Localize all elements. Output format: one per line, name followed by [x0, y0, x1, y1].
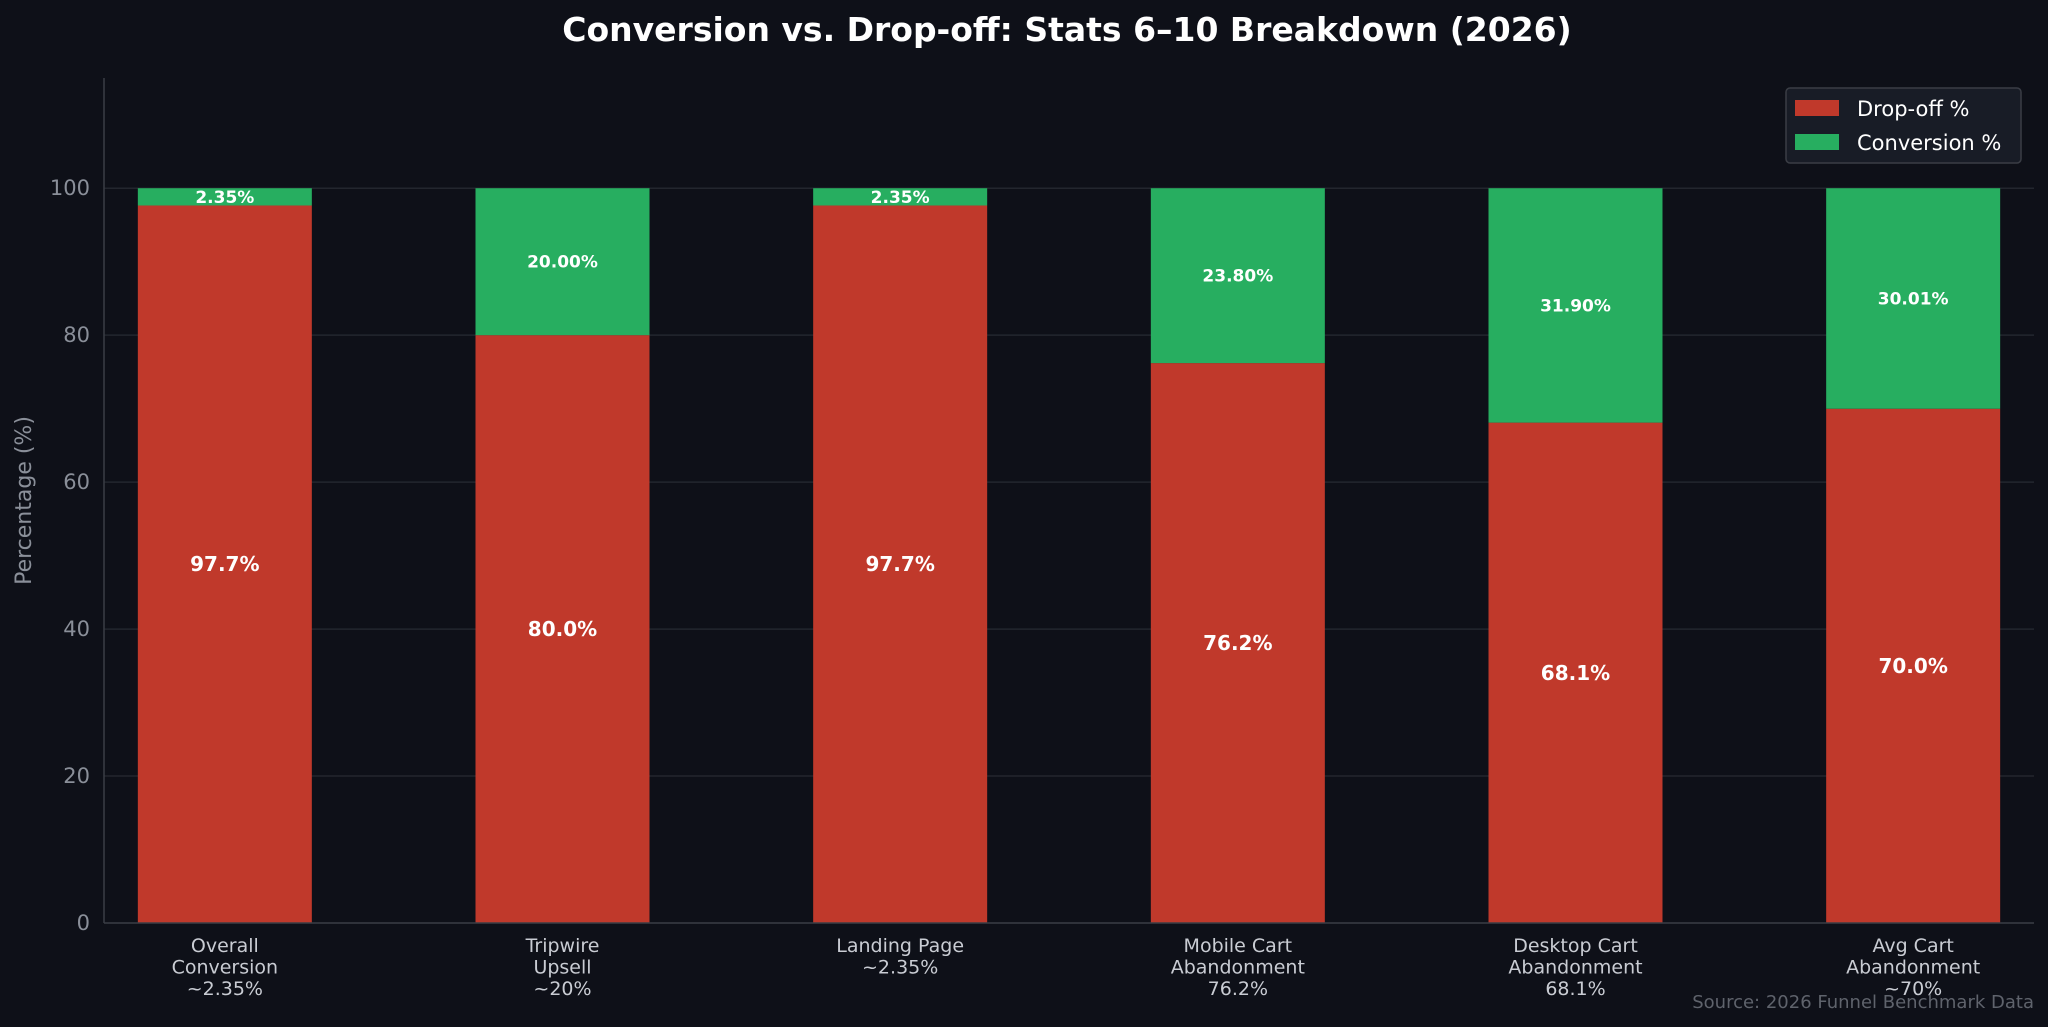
data-label-conversion: 31.90% [1540, 296, 1611, 316]
y-tick-label: 0 [77, 911, 90, 935]
data-label-drop-off: 68.1% [1541, 661, 1610, 685]
x-tick-line: Abandonment [1846, 957, 1980, 979]
data-labels-layer: 97.7% 2.35% 80.0% 20.00% 97.7% 2.35% 76.2% 23.8… [190, 188, 1948, 685]
x-tick-label: Overall Conversion ~2.35% [172, 935, 279, 1000]
chart-title: Conversion vs. Drop-off: Stats 6–10 Brea… [562, 10, 1571, 49]
y-tick-label: 80 [63, 323, 90, 347]
legend-label-drop-off: Drop-off % [1857, 97, 1969, 121]
data-label-drop-off: 97.7% [865, 552, 934, 576]
x-tick-label: Landing Page ~2.35% [836, 935, 964, 979]
x-tick-line: ~2.35% [862, 957, 938, 979]
x-tick-label: Mobile Cart Abandonment 76.2% [1171, 935, 1305, 1000]
x-tick-line: Upsell [533, 957, 591, 979]
x-tick-line: Mobile Cart [1184, 935, 1293, 957]
x-tick-line: ~2.35% [187, 978, 263, 1000]
data-label-conversion: 20.00% [527, 253, 598, 273]
x-tick-label: Tripwire Upsell ~20% [525, 935, 600, 1000]
x-tick-label: Avg Cart Abandonment ~70% [1846, 935, 1980, 1000]
x-tick-line: Landing Page [836, 935, 964, 957]
x-tick-line: 68.1% [1545, 978, 1605, 1000]
bar-conversion [813, 188, 988, 206]
x-tick-line: Desktop Cart [1513, 935, 1638, 957]
bar-drop-off [1150, 363, 1325, 923]
bar-drop-off [1488, 422, 1663, 923]
legend-label-conversion: Conversion % [1857, 131, 2001, 155]
bars-layer [137, 188, 2001, 923]
x-tick-line: Abandonment [1508, 957, 1642, 979]
legend-swatch-drop-off [1795, 100, 1839, 116]
legend: Drop-off % Conversion % [1785, 87, 2022, 164]
y-tick-label: 20 [63, 764, 90, 788]
y-tick-label: 40 [63, 617, 90, 641]
x-tick-line: Overall [191, 935, 259, 957]
y-tick-label: 100 [50, 176, 90, 200]
bar-conversion [1488, 188, 1663, 423]
data-label-drop-off: 76.2% [1203, 631, 1272, 655]
data-label-conversion: 23.80% [1202, 267, 1273, 287]
bar-conversion [1150, 188, 1325, 364]
bar-drop-off [1826, 408, 2001, 923]
bar-conversion [475, 188, 650, 336]
data-label-conversion: 2.35% [195, 188, 254, 208]
bar-drop-off [813, 205, 988, 923]
x-tick-line: Avg Cart [1872, 935, 1953, 957]
grid-layer [104, 187, 2034, 777]
data-label-conversion: 30.01% [1878, 289, 1949, 309]
legend-box [1785, 87, 2022, 164]
bar-conversion [1826, 188, 2001, 409]
bar-conversion [137, 188, 312, 206]
x-tick-line: Conversion [172, 957, 279, 979]
bar-drop-off [475, 335, 650, 923]
data-label-drop-off: 97.7% [190, 552, 259, 576]
x-tick-line: 76.2% [1208, 978, 1268, 1000]
x-tick-line: ~20% [533, 978, 591, 1000]
data-label-conversion: 2.35% [871, 188, 930, 208]
x-tick-line: Abandonment [1171, 957, 1305, 979]
data-label-drop-off: 70.0% [1878, 654, 1947, 678]
x-tick-label: Desktop Cart Abandonment 68.1% [1508, 935, 1642, 1000]
bar-drop-off [137, 205, 312, 923]
legend-swatch-conversion [1795, 134, 1839, 150]
source-note: Source: 2026 Funnel Benchmark Data [1692, 992, 2034, 1013]
x-tick-line: Tripwire [525, 935, 600, 957]
data-label-drop-off: 80.0% [528, 617, 597, 641]
y-tick-label: 60 [63, 470, 90, 494]
y-axis-label: Percentage (%) [12, 416, 37, 585]
x-tick-line: ~70% [1884, 978, 1942, 1000]
